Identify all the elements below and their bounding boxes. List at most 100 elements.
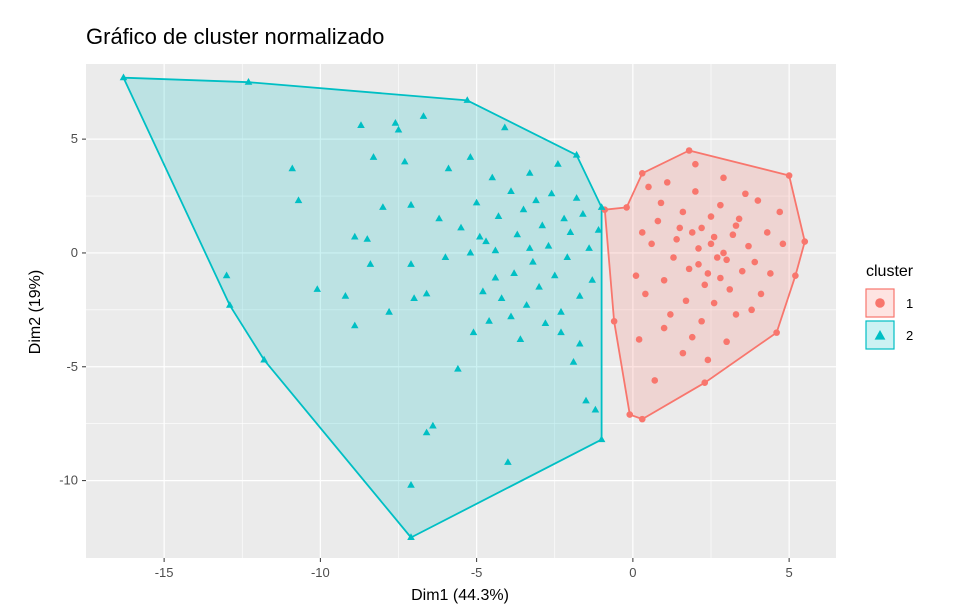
cluster-2-point — [582, 396, 590, 404]
cluster-1-point — [710, 233, 718, 241]
cluster-2-point — [244, 78, 253, 85]
cluster-1-point — [648, 240, 655, 248]
cluster-1-point — [745, 242, 752, 250]
cluster-2-point — [341, 292, 350, 299]
cluster-1-point — [638, 169, 646, 177]
x-tick-label: -5 — [471, 565, 483, 580]
cluster-1-point — [748, 306, 755, 314]
cluster-2-point — [572, 194, 581, 201]
cluster-2-point — [579, 210, 587, 217]
cluster-1-point — [723, 338, 730, 346]
y-tick-label: -10 — [59, 473, 78, 488]
cluster-1-point — [682, 297, 690, 305]
cluster-1-point — [642, 290, 649, 298]
cluster-1-point — [704, 270, 712, 277]
y-axis-title: Dim2 (19%) — [27, 270, 44, 354]
cluster-2-point — [522, 301, 531, 308]
cluster-1-point — [767, 270, 774, 277]
cluster-2-point — [594, 226, 603, 233]
cluster-2-point — [260, 355, 268, 363]
cluster-2-point — [226, 301, 234, 308]
legend-circle-icon — [875, 298, 885, 308]
cluster-2-point — [379, 203, 387, 210]
cluster-2-point — [357, 121, 365, 128]
cluster-2-point — [407, 533, 415, 540]
y-axis-ticks: -10 -5 0 5 — [59, 131, 86, 488]
cluster-2-point — [576, 292, 584, 299]
cluster-1-point — [657, 199, 665, 207]
legend-title: cluster — [866, 263, 914, 280]
plot-panel — [86, 64, 836, 558]
cluster-2-point — [554, 160, 562, 167]
cluster-1-point — [720, 174, 727, 182]
cluster-1-point — [785, 172, 793, 179]
cluster-2-point — [441, 253, 450, 260]
x-axis-ticks: -15 -10 -5 0 5 — [155, 558, 793, 580]
cluster-2-point — [591, 405, 600, 413]
cluster-2-point — [576, 339, 584, 347]
cluster-1-point — [663, 179, 671, 186]
cluster-2-point — [394, 125, 403, 133]
cluster-1-point — [660, 324, 668, 332]
cluster-2-hull — [122, 76, 603, 539]
cluster-1-point — [717, 274, 724, 282]
cluster-1-point — [651, 377, 659, 384]
cluster-2-point — [351, 232, 359, 240]
cluster-2-point — [560, 214, 568, 222]
cluster-2-point — [526, 169, 534, 176]
cluster-2-point — [569, 358, 578, 365]
cluster-2-point — [510, 269, 518, 276]
cluster-2-point — [535, 282, 543, 290]
cluster-2-point — [407, 481, 415, 488]
cluster-2-point — [369, 153, 378, 160]
cluster-1-point — [738, 267, 746, 275]
chart-title: Gráfico de cluster normalizado — [86, 24, 384, 49]
cluster-2-point — [419, 112, 428, 119]
cluster-1-point — [710, 299, 718, 307]
cluster-1-point — [645, 183, 652, 191]
cluster-2-point — [469, 328, 478, 336]
cluster-2-point — [491, 273, 500, 281]
cluster-2-point — [497, 294, 506, 301]
cluster-1-point — [717, 201, 724, 209]
cluster-1-point — [720, 249, 727, 257]
cluster-1-point — [623, 204, 630, 211]
cluster-2-point — [422, 428, 431, 436]
cluster-2-point — [557, 307, 565, 315]
cluster-1-point — [610, 317, 618, 325]
cluster-2-point — [366, 260, 375, 267]
cluster-2-point — [407, 260, 415, 267]
x-tick-label: 5 — [786, 565, 793, 580]
cluster-1-point — [632, 272, 640, 280]
y-tick-label: -5 — [66, 359, 78, 374]
cluster-1-point — [654, 217, 662, 225]
cluster-1-point — [763, 229, 771, 236]
cluster-2-point — [585, 244, 593, 251]
cluster-2-point — [454, 364, 462, 372]
cluster-1-point — [704, 356, 712, 364]
cluster-2-point — [385, 307, 393, 315]
cluster-2-point — [513, 230, 521, 238]
cluster-1-point — [713, 254, 721, 261]
cluster-2-point — [494, 212, 503, 219]
cluster-1-point — [670, 254, 677, 261]
cluster-2-point — [476, 232, 484, 240]
cluster-2-point — [119, 73, 128, 81]
cluster-1-point — [673, 235, 680, 243]
cluster-1-point — [732, 311, 740, 318]
cluster-2-point — [466, 153, 475, 160]
cluster-1-point — [695, 261, 702, 268]
cluster-2-point — [435, 214, 443, 222]
x-tick-label: -15 — [155, 565, 174, 580]
cluster-2-point — [444, 164, 453, 172]
cluster-2-point — [410, 294, 418, 301]
cluster-2-point — [566, 228, 575, 235]
cluster-1-point — [751, 258, 759, 266]
cluster-1-point — [776, 208, 784, 216]
cluster-2-point — [313, 285, 321, 292]
cluster-2-point — [401, 157, 409, 165]
cluster-2-point — [572, 150, 581, 158]
cluster-2-point — [429, 421, 437, 429]
